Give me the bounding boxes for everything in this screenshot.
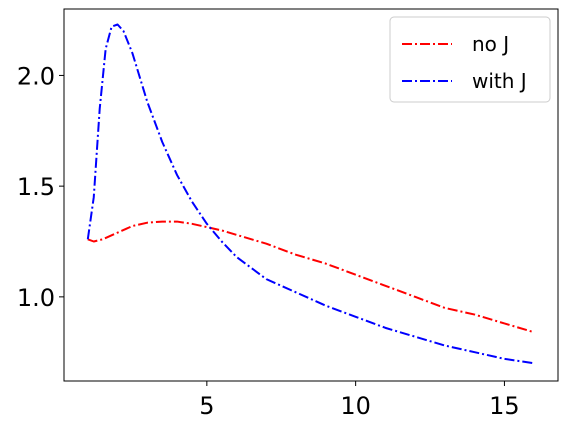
axes: 5 10 15 1.0 1.5 2.0 bbox=[17, 8, 559, 420]
legend: no J with J bbox=[389, 16, 551, 103]
series-line-no-j bbox=[87, 220, 535, 334]
x-tick-label: 10 bbox=[340, 392, 371, 420]
axes-frame bbox=[63, 8, 559, 382]
y-tick-label: 1.0 bbox=[17, 284, 55, 312]
plot-area bbox=[86, 23, 535, 365]
x-tick-label: 15 bbox=[489, 392, 520, 420]
y-tick-label: 1.5 bbox=[17, 173, 55, 201]
series-line-with-j bbox=[86, 23, 535, 365]
y-tick-label: 2.0 bbox=[17, 62, 55, 90]
legend-label: with J bbox=[472, 69, 527, 93]
legend-label: no J bbox=[472, 32, 509, 56]
x-tick-label: 5 bbox=[199, 392, 214, 420]
